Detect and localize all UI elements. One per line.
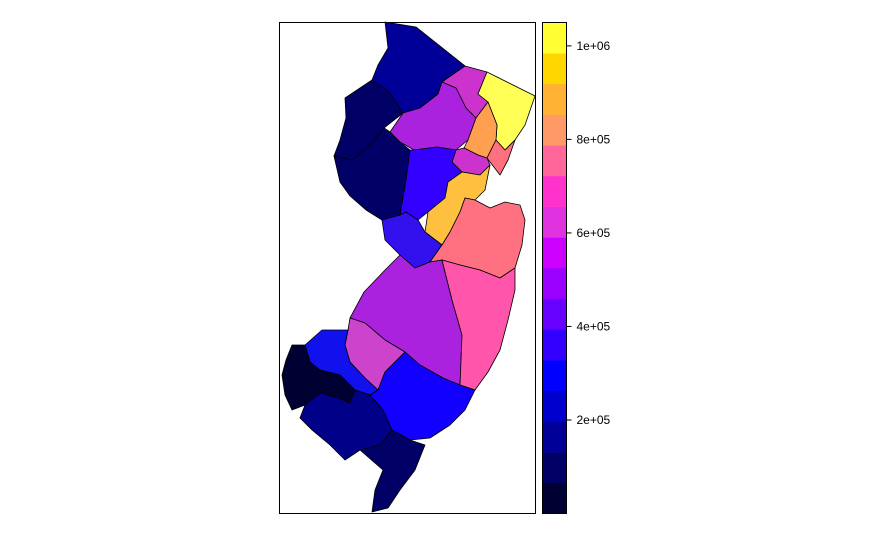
legend-bin-6 [542, 298, 567, 330]
legend-bin-14 [542, 53, 567, 85]
county-cape-may [359, 429, 426, 513]
legend-bin-4 [542, 360, 567, 392]
legend-tick-label-1: 4e+05 [577, 319, 611, 333]
legend-bin-13 [542, 83, 567, 115]
legend-border [542, 22, 567, 514]
legend-bin-11 [542, 145, 567, 177]
legend-bin-7 [542, 268, 567, 299]
legend-bin-10 [542, 175, 567, 207]
legend-bin-12 [542, 114, 567, 146]
color-legend: 2e+05 4e+05 6e+05 8e+05 1e+06 [542, 22, 611, 514]
legend-bin-15 [542, 22, 567, 54]
legend-bin-0 [542, 482, 567, 514]
legend-bin-8 [542, 237, 567, 269]
legend-bin-5 [542, 329, 567, 361]
legend-tick-label-0: 2e+05 [577, 413, 611, 427]
legend-bin-1 [542, 452, 567, 484]
county-hudson [486, 139, 516, 176]
legend-bin-3 [542, 390, 567, 422]
legend-color-bins [542, 22, 567, 514]
legend-tick-label-4: 1e+06 [577, 39, 611, 53]
county-atlantic [369, 351, 476, 441]
county-ocean [441, 259, 516, 391]
legend-tick-label-3: 8e+05 [577, 132, 611, 146]
legend-tick-label-2: 6e+05 [577, 226, 611, 240]
legend-ticks: 2e+05 4e+05 6e+05 8e+05 1e+06 [566, 39, 611, 427]
legend-bin-9 [542, 206, 567, 238]
legend-bin-2 [542, 421, 567, 453]
county-layer [281, 21, 536, 513]
